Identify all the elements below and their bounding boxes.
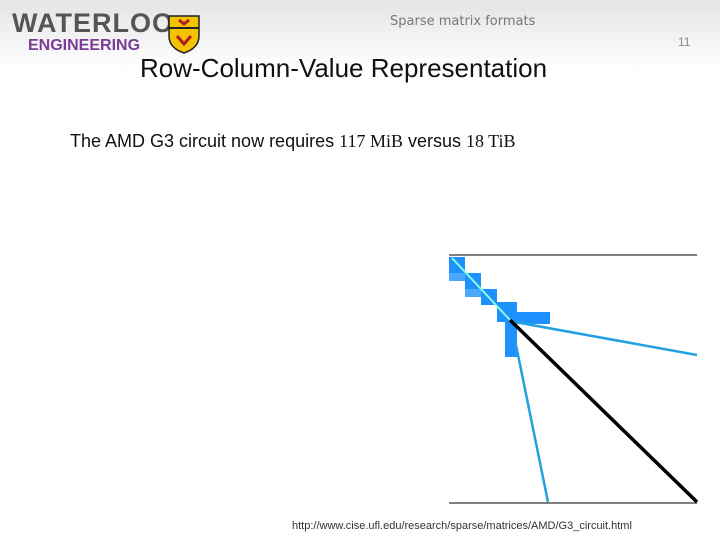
body-text-part: versus (402, 131, 466, 151)
size-old: 18 TiB (465, 131, 516, 151)
logo-top: WATERLOO (12, 8, 174, 38)
section-title: Sparse matrix formats (390, 14, 536, 29)
size-new: 117 MiB (339, 131, 403, 151)
body-text: The AMD G3 circuit now requires 117 MiB … (70, 131, 516, 152)
page-number: 11 (678, 35, 691, 49)
matrix-plot (449, 254, 699, 504)
header-band (0, 0, 720, 70)
logo-crest (168, 15, 200, 54)
body-text-part: The AMD G3 circuit now requires (70, 131, 340, 151)
logo-bottom: ENGINEERING (28, 37, 141, 54)
source-url: http://www.cise.ufl.edu/research/sparse/… (292, 520, 632, 532)
slide-title: Row-Column-Value Representation (140, 53, 548, 83)
